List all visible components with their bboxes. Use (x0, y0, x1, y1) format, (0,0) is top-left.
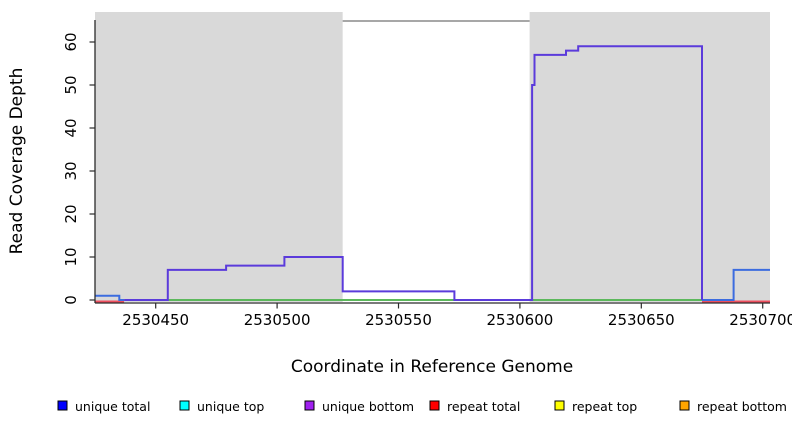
y-axis-title: Read Coverage Depth (7, 68, 27, 255)
shaded-region-1 (529, 12, 770, 302)
y-tick-labels: 0 10 20 30 40 50 60 (62, 32, 80, 304)
legend-swatch-repeat-total (429, 400, 440, 411)
legend-label-unique-top: unique top (197, 399, 264, 414)
series-line-unique-bottom (124, 45, 703, 301)
y-tick-label: 40 (62, 118, 80, 137)
x-axis-title: Coordinate in Reference Genome (291, 357, 573, 377)
legend-label-unique-bottom: unique bottom (322, 399, 414, 414)
x-tick-label: 2530600 (487, 311, 554, 329)
y-tick-label: 20 (62, 204, 80, 223)
x-tick-label: 2530650 (608, 311, 675, 329)
x-tick-label: 2530550 (365, 311, 432, 329)
axes (89, 20, 770, 309)
y-tick-label: 60 (62, 32, 80, 51)
legend-label-unique-total: unique total (75, 399, 150, 414)
shaded-region-0 (95, 12, 343, 302)
x-tick-label: 2530450 (122, 311, 189, 329)
legend-label-repeat-total: repeat total (447, 399, 520, 414)
legend-swatch-unique-bottom (304, 400, 315, 411)
x-tick-labels: 2530450 2530500 2530550 2530600 2530650 25307… (122, 311, 792, 329)
y-tick-label: 10 (62, 247, 80, 266)
y-tick-label: 30 (62, 161, 80, 180)
legend: unique total unique top unique bottom repea… (57, 399, 787, 414)
legend-swatch-repeat-bottom (679, 400, 690, 411)
y-tick-label: 50 (62, 75, 80, 94)
legend-label-repeat-top: repeat top (572, 399, 637, 414)
legend-swatch-unique-top (179, 400, 190, 411)
x-tick-label: 2530500 (244, 311, 311, 329)
shaded-regions (95, 12, 770, 302)
series-line-unique-total (702, 268, 770, 301)
legend-label-repeat-bottom: repeat bottom (697, 399, 787, 414)
legend-swatch-repeat-top (554, 400, 565, 411)
data-lines (95, 45, 770, 303)
x-tick-label: 2530700 (729, 311, 792, 329)
legend-swatch-unique-total (57, 400, 68, 411)
series-line-unique-total (95, 294, 125, 301)
y-tick-label: 0 (62, 295, 80, 305)
